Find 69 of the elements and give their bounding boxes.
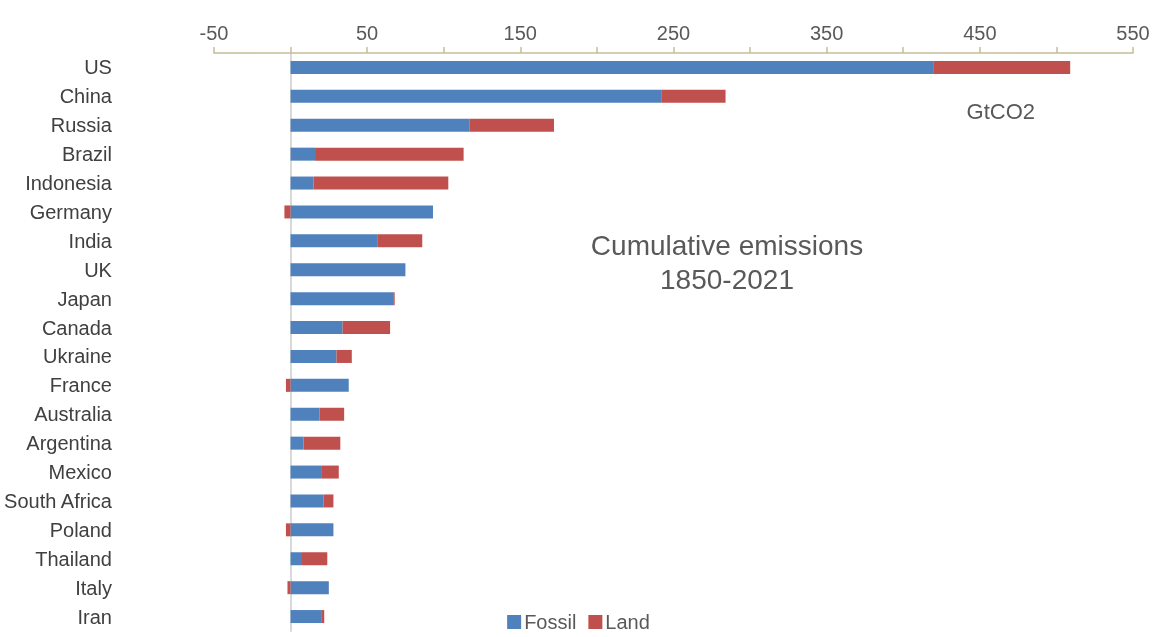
y-tick-label: Ukraine bbox=[43, 345, 112, 368]
y-tick-label: Poland bbox=[49, 518, 112, 541]
y-tick-label: Russia bbox=[50, 114, 113, 137]
bar bbox=[290, 263, 406, 277]
y-tick-label: US bbox=[84, 56, 112, 79]
bar bbox=[290, 349, 337, 363]
bar bbox=[315, 147, 464, 161]
bar bbox=[290, 205, 433, 219]
bar bbox=[290, 234, 378, 248]
y-tick-label: UK bbox=[84, 258, 113, 281]
bar bbox=[284, 205, 291, 219]
bar bbox=[290, 89, 662, 103]
y-tick-label: Brazil bbox=[61, 143, 112, 166]
bar bbox=[336, 349, 352, 363]
bar bbox=[290, 465, 322, 479]
y-tick-label: Iran bbox=[77, 605, 112, 628]
bar bbox=[303, 436, 341, 450]
y-tick-label: Argentina bbox=[26, 432, 113, 455]
y-tick-label: South Africa bbox=[4, 489, 113, 512]
x-tick-label: -50 bbox=[199, 22, 229, 44]
y-tick-label: Australia bbox=[34, 403, 113, 426]
x-tick-label: 550 bbox=[1116, 22, 1150, 44]
bar bbox=[290, 523, 334, 537]
bar bbox=[319, 407, 345, 421]
x-tick-label: 350 bbox=[809, 22, 844, 44]
bar bbox=[313, 176, 449, 190]
bar bbox=[285, 523, 291, 537]
text: Cumulative emissions 1850-2021 bbox=[590, 229, 864, 295]
y-tick-label: Italy bbox=[75, 576, 112, 599]
legend-label: Fossil bbox=[524, 611, 577, 633]
y-tick-label: Canada bbox=[41, 316, 113, 339]
bar bbox=[933, 60, 1071, 74]
bar bbox=[290, 552, 303, 566]
bar bbox=[290, 292, 394, 306]
legend-label: Land bbox=[605, 611, 650, 633]
bar bbox=[302, 552, 328, 566]
bar bbox=[290, 118, 470, 132]
bar bbox=[342, 321, 391, 335]
annotation: GtCO2 bbox=[966, 98, 1036, 124]
bar bbox=[290, 610, 322, 624]
bar bbox=[290, 321, 343, 335]
bar bbox=[661, 89, 726, 103]
y-tick-label: Indonesia bbox=[25, 172, 113, 195]
x-tick-label: 50 bbox=[356, 22, 379, 44]
bar bbox=[290, 436, 304, 450]
bar bbox=[290, 60, 934, 74]
bar bbox=[290, 176, 314, 190]
y-tick-label: Thailand bbox=[35, 547, 112, 570]
bar bbox=[321, 610, 325, 624]
bar bbox=[469, 118, 554, 132]
y-tick-label: France bbox=[49, 374, 112, 397]
bar bbox=[290, 378, 349, 392]
x-tick-label: 150 bbox=[503, 22, 537, 44]
bar bbox=[290, 407, 320, 421]
x-tick-label: 450 bbox=[963, 22, 997, 44]
bar bbox=[321, 465, 339, 479]
bar bbox=[285, 378, 291, 392]
bar bbox=[377, 234, 423, 248]
bar bbox=[290, 147, 316, 161]
bar bbox=[323, 494, 334, 508]
bar bbox=[290, 494, 324, 508]
y-tick-label: India bbox=[68, 229, 113, 252]
y-tick-label: China bbox=[59, 85, 113, 108]
y-tick-label: Germany bbox=[29, 200, 112, 223]
bar bbox=[287, 581, 291, 595]
bar bbox=[290, 581, 329, 595]
y-tick-label: Japan bbox=[57, 287, 112, 310]
y-tick-label: Mexico bbox=[48, 461, 112, 484]
x-tick-label: 250 bbox=[656, 22, 691, 44]
